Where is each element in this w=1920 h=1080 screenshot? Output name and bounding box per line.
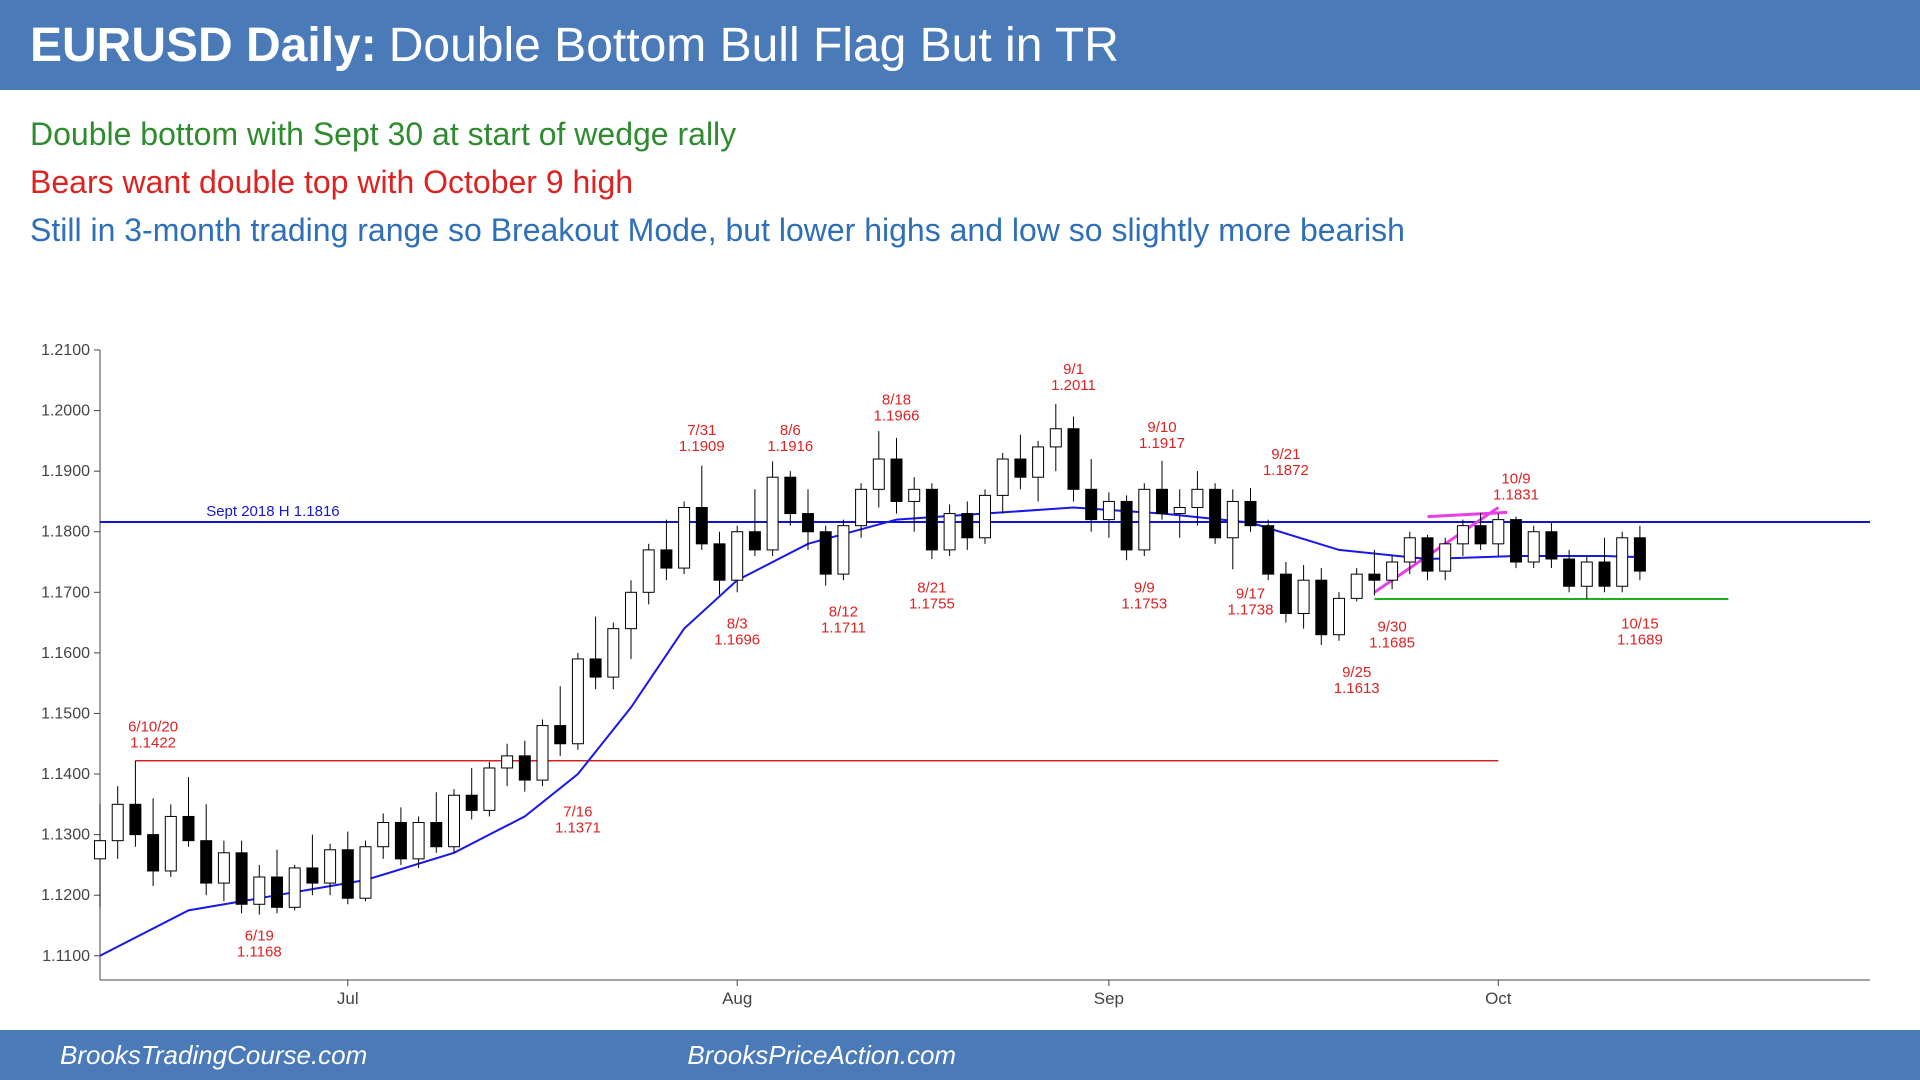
svg-text:10/15: 10/15 bbox=[1621, 616, 1659, 633]
svg-text:1.1600: 1.1600 bbox=[41, 645, 90, 662]
header-bar: EURUSD Daily: Double Bottom Bull Flag Bu… bbox=[0, 0, 1920, 90]
svg-text:8/18: 8/18 bbox=[882, 392, 911, 409]
svg-text:9/21: 9/21 bbox=[1271, 446, 1300, 463]
svg-text:6/10/20: 6/10/20 bbox=[128, 719, 178, 736]
svg-text:1.1909: 1.1909 bbox=[679, 438, 725, 455]
svg-text:9/1: 9/1 bbox=[1063, 361, 1084, 378]
svg-text:9/25: 9/25 bbox=[1342, 664, 1371, 681]
svg-text:1.1966: 1.1966 bbox=[874, 408, 920, 425]
svg-text:1.1916: 1.1916 bbox=[767, 438, 813, 455]
svg-text:1.1831: 1.1831 bbox=[1493, 486, 1539, 503]
svg-text:7/16: 7/16 bbox=[563, 803, 592, 820]
svg-text:9/10: 9/10 bbox=[1147, 419, 1176, 436]
footer-link-course: BrooksTradingCourse.com bbox=[60, 1040, 367, 1071]
svg-text:1.1168: 1.1168 bbox=[237, 944, 282, 961]
svg-text:1.1300: 1.1300 bbox=[41, 827, 90, 844]
svg-text:8/21: 8/21 bbox=[917, 579, 946, 596]
svg-text:1.1755: 1.1755 bbox=[909, 595, 955, 612]
svg-text:8/3: 8/3 bbox=[727, 616, 748, 633]
svg-text:1.1753: 1.1753 bbox=[1121, 595, 1167, 612]
commentary-line-1: Double bottom with Sept 30 at start of w… bbox=[30, 110, 1890, 158]
svg-text:Jul: Jul bbox=[337, 989, 359, 1008]
svg-text:1.1917: 1.1917 bbox=[1139, 435, 1185, 452]
svg-text:6/19: 6/19 bbox=[245, 928, 274, 945]
svg-text:1.1422: 1.1422 bbox=[130, 735, 176, 752]
svg-text:1.1872: 1.1872 bbox=[1263, 462, 1309, 479]
svg-text:1.1100: 1.1100 bbox=[42, 948, 90, 965]
svg-text:1.1800: 1.1800 bbox=[41, 524, 90, 541]
chart-area: 1.1100 1.1200 1.1300 1.1400 1.1500 1.1600 1.17… bbox=[30, 340, 1890, 1020]
svg-text:Oct: Oct bbox=[1485, 989, 1512, 1008]
svg-text:8/12: 8/12 bbox=[829, 604, 858, 621]
svg-text:1.1696: 1.1696 bbox=[714, 632, 760, 649]
svg-text:9/9: 9/9 bbox=[1134, 579, 1155, 596]
svg-text:1.1689: 1.1689 bbox=[1617, 632, 1663, 649]
svg-text:1.1738: 1.1738 bbox=[1228, 601, 1274, 618]
svg-text:Sep: Sep bbox=[1094, 989, 1124, 1008]
header-title-symbol: EURUSD Daily: bbox=[30, 18, 377, 73]
commentary-block: Double bottom with Sept 30 at start of w… bbox=[0, 90, 1920, 254]
svg-text:1.2100: 1.2100 bbox=[41, 342, 90, 359]
svg-text:1.1371: 1.1371 bbox=[555, 819, 601, 836]
svg-text:1.1613: 1.1613 bbox=[1334, 680, 1380, 697]
svg-text:10/9: 10/9 bbox=[1501, 470, 1530, 487]
svg-text:1.1900: 1.1900 bbox=[41, 463, 90, 480]
commentary-line-2: Bears want double top with October 9 hig… bbox=[30, 158, 1890, 206]
svg-text:1.1200: 1.1200 bbox=[41, 887, 90, 904]
commentary-line-3: Still in 3-month trading range so Breako… bbox=[30, 206, 1890, 254]
svg-text:7/31: 7/31 bbox=[687, 422, 716, 439]
svg-text:1.2011: 1.2011 bbox=[1051, 377, 1096, 394]
svg-text:Aug: Aug bbox=[722, 989, 752, 1008]
svg-text:1.1400: 1.1400 bbox=[41, 766, 90, 783]
footer-link-priceaction: BrooksPriceAction.com bbox=[687, 1040, 956, 1071]
svg-text:1.1685: 1.1685 bbox=[1369, 635, 1415, 652]
svg-text:9/30: 9/30 bbox=[1377, 619, 1406, 636]
svg-text:1.1711: 1.1711 bbox=[821, 620, 866, 637]
candlestick-chart: 1.1100 1.1200 1.1300 1.1400 1.1500 1.1600 1.17… bbox=[30, 340, 1890, 1020]
svg-text:Sept 2018 H 1.1816: Sept 2018 H 1.1816 bbox=[206, 503, 339, 520]
footer-bar: BrooksTradingCourse.com BrooksPriceActio… bbox=[0, 1030, 1920, 1080]
svg-text:9/17: 9/17 bbox=[1236, 585, 1265, 602]
header-title-desc: Double Bottom Bull Flag But in TR bbox=[389, 18, 1119, 73]
svg-text:1.1500: 1.1500 bbox=[41, 705, 90, 722]
svg-text:1.1700: 1.1700 bbox=[41, 584, 90, 601]
svg-text:1.2000: 1.2000 bbox=[41, 403, 90, 420]
svg-text:8/6: 8/6 bbox=[780, 422, 801, 439]
